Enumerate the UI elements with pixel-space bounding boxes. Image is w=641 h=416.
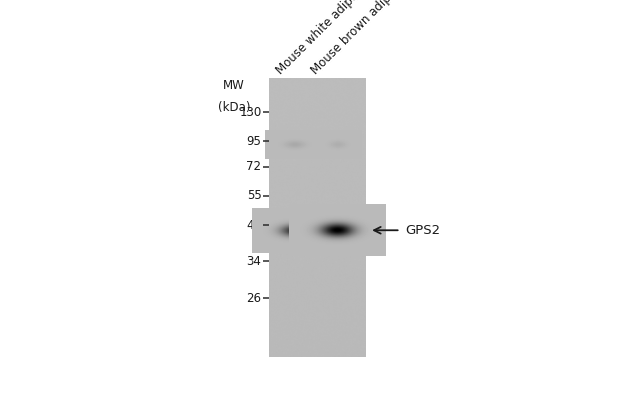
- Text: Mouse brown adipose: Mouse brown adipose: [308, 0, 408, 77]
- Text: 72: 72: [246, 160, 262, 173]
- Text: GPS2: GPS2: [406, 224, 440, 237]
- Text: 95: 95: [247, 135, 262, 148]
- Text: 55: 55: [247, 189, 262, 202]
- Text: MW: MW: [223, 79, 245, 92]
- Text: 130: 130: [239, 106, 262, 119]
- Text: 34: 34: [247, 255, 262, 268]
- Text: 43: 43: [247, 219, 262, 232]
- Text: Mouse white adipose: Mouse white adipose: [274, 0, 370, 77]
- Text: 26: 26: [246, 292, 262, 305]
- Text: (kDa): (kDa): [218, 101, 251, 114]
